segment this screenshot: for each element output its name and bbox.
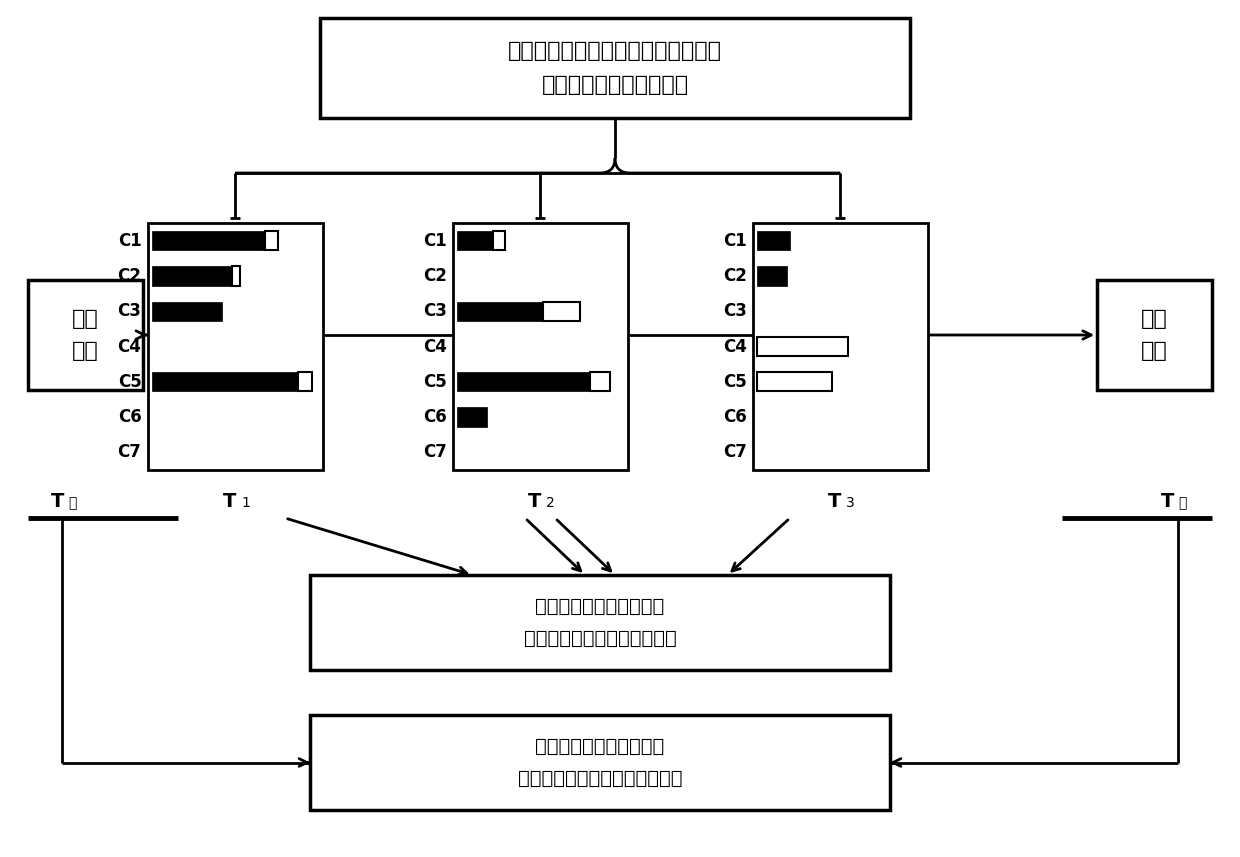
Bar — [456, 372, 590, 392]
Text: 生产
起始: 生产 起始 — [72, 309, 99, 362]
Text: C4: C4 — [118, 338, 141, 356]
Text: C6: C6 — [118, 408, 141, 426]
Text: C1: C1 — [423, 231, 446, 249]
Text: C6: C6 — [423, 408, 446, 426]
Text: C4: C4 — [723, 338, 746, 356]
Text: 2: 2 — [546, 496, 554, 510]
Bar — [1097, 280, 1211, 390]
Text: C2: C2 — [423, 267, 446, 285]
Bar — [590, 372, 610, 392]
Bar — [310, 575, 890, 670]
Text: C3: C3 — [723, 303, 746, 321]
Text: T: T — [528, 492, 542, 511]
Text: 采样点首尾，综合加权，
适用于只有一边有产液剖面限制: 采样点首尾，综合加权， 适用于只有一边有产液剖面限制 — [518, 737, 682, 788]
Text: T: T — [828, 492, 842, 511]
Text: C7: C7 — [423, 443, 446, 461]
Bar — [456, 231, 494, 250]
Text: 3: 3 — [846, 496, 854, 510]
Text: 小层产量比例随时间动态变化要素：
时间、深度、测井、测试: 小层产量比例随时间动态变化要素： 时间、深度、测井、测试 — [508, 41, 722, 95]
Text: C5: C5 — [118, 373, 141, 391]
Bar — [453, 223, 627, 470]
Text: T: T — [51, 492, 64, 511]
Bar — [494, 231, 505, 250]
Text: C1: C1 — [723, 231, 746, 249]
Text: C1: C1 — [118, 231, 141, 249]
Text: 末: 末 — [1178, 496, 1187, 510]
Text: C2: C2 — [118, 267, 141, 285]
Text: C5: C5 — [423, 373, 446, 391]
Text: C7: C7 — [723, 443, 746, 461]
Bar — [753, 223, 928, 470]
Text: C5: C5 — [723, 373, 746, 391]
Bar — [456, 302, 543, 321]
Bar — [29, 280, 143, 390]
Bar — [756, 231, 790, 250]
Text: C3: C3 — [118, 303, 141, 321]
Text: 生产
结束: 生产 结束 — [1141, 309, 1168, 362]
Text: 开: 开 — [68, 496, 77, 510]
Bar — [756, 372, 832, 392]
Text: C4: C4 — [423, 338, 446, 356]
Text: T: T — [223, 492, 237, 511]
Bar — [310, 715, 890, 810]
Text: C2: C2 — [723, 267, 746, 285]
Text: C7: C7 — [118, 443, 141, 461]
Bar — [151, 372, 299, 392]
Text: 1: 1 — [241, 496, 250, 510]
Text: C3: C3 — [423, 303, 446, 321]
Text: C6: C6 — [723, 408, 746, 426]
Text: T: T — [1162, 492, 1174, 511]
Bar — [232, 267, 241, 285]
Text: 采样点内部，逐减渐变，
适用于两边都有产液剖面限制: 采样点内部，逐减渐变， 适用于两边都有产液剖面限制 — [523, 596, 676, 648]
Bar — [456, 407, 486, 427]
Bar — [320, 18, 910, 118]
Bar — [151, 302, 222, 321]
Bar — [543, 302, 580, 321]
Bar — [148, 223, 322, 470]
Bar — [265, 231, 279, 250]
Bar — [299, 372, 311, 392]
Bar — [756, 267, 786, 285]
Bar — [756, 337, 848, 357]
Bar — [151, 267, 232, 285]
Bar — [151, 231, 265, 250]
